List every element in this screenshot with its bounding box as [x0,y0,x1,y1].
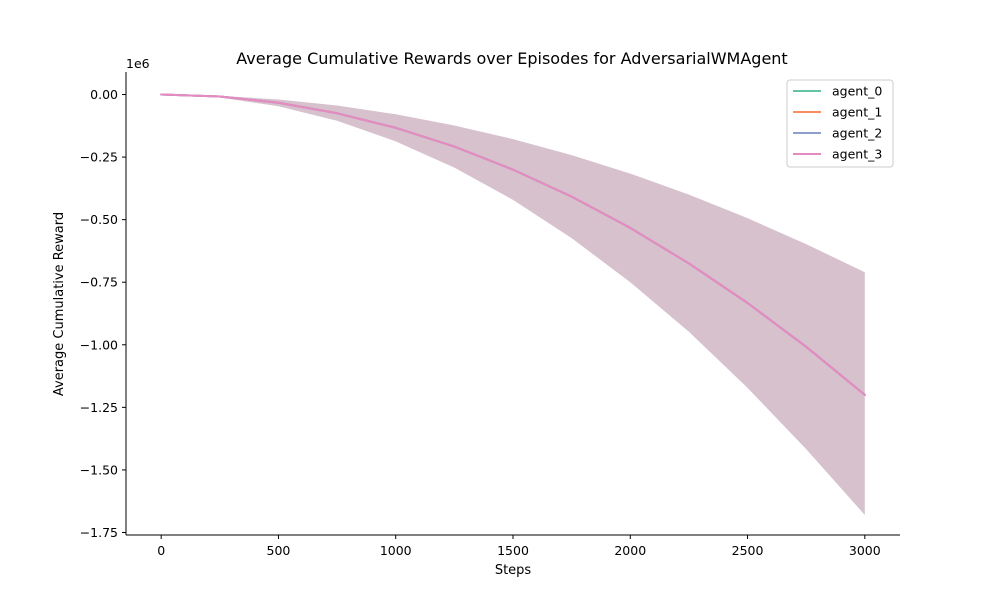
legend: agent_0 agent_1 agent_2 agent_3 [786,79,894,168]
legend-label: agent_3 [832,147,882,162]
x-tick-label: 2500 [732,543,764,558]
x-ticks: 0 500 1000 1500 2000 2500 3000 [157,535,881,558]
y-tick-label: −1.50 [80,462,118,477]
x-tick-label: 2000 [614,543,646,558]
legend-label: agent_1 [832,105,882,120]
x-tick-label: 500 [267,543,291,558]
y-offset-text: 1e6 [126,56,150,71]
legend-item: agent_2 [793,126,882,141]
series-lines [160,93,866,396]
legend-items: agent_0 agent_1 agent_2 agent_3 [793,84,882,162]
y-tick-label: −1.75 [80,525,118,540]
y-axis-label: Average Cumulative Reward [52,212,67,396]
x-axis-label: Steps [495,563,532,578]
x-tick-label: 1500 [497,543,529,558]
std-band [161,94,865,515]
y-tick-label: 0.00 [90,87,118,102]
legend-label: agent_2 [832,126,882,141]
x-tick-label: 0 [157,543,165,558]
y-tick-label: −0.25 [80,150,118,165]
legend-item: agent_0 [793,84,882,99]
y-tick-label: −0.50 [80,212,118,227]
chart-title: Average Cumulative Rewards over Episodes… [236,49,787,68]
series-line-agent-3 [160,93,866,396]
y-ticks: 0.00 −0.25 −0.50 −0.75 −1.00 −1.25 −1.50 −1.75 [80,87,126,540]
legend-item: agent_3 [793,147,882,162]
legend-item: agent_1 [793,105,882,120]
legend-label: agent_0 [832,84,882,99]
y-tick-label: −1.25 [80,400,118,415]
y-tick-label: −1.00 [80,337,118,352]
x-tick-label: 1000 [380,543,412,558]
y-tick-label: −0.75 [80,275,118,290]
plot-area [160,93,866,515]
legend-frame [786,79,894,168]
x-tick-label: 3000 [849,543,881,558]
